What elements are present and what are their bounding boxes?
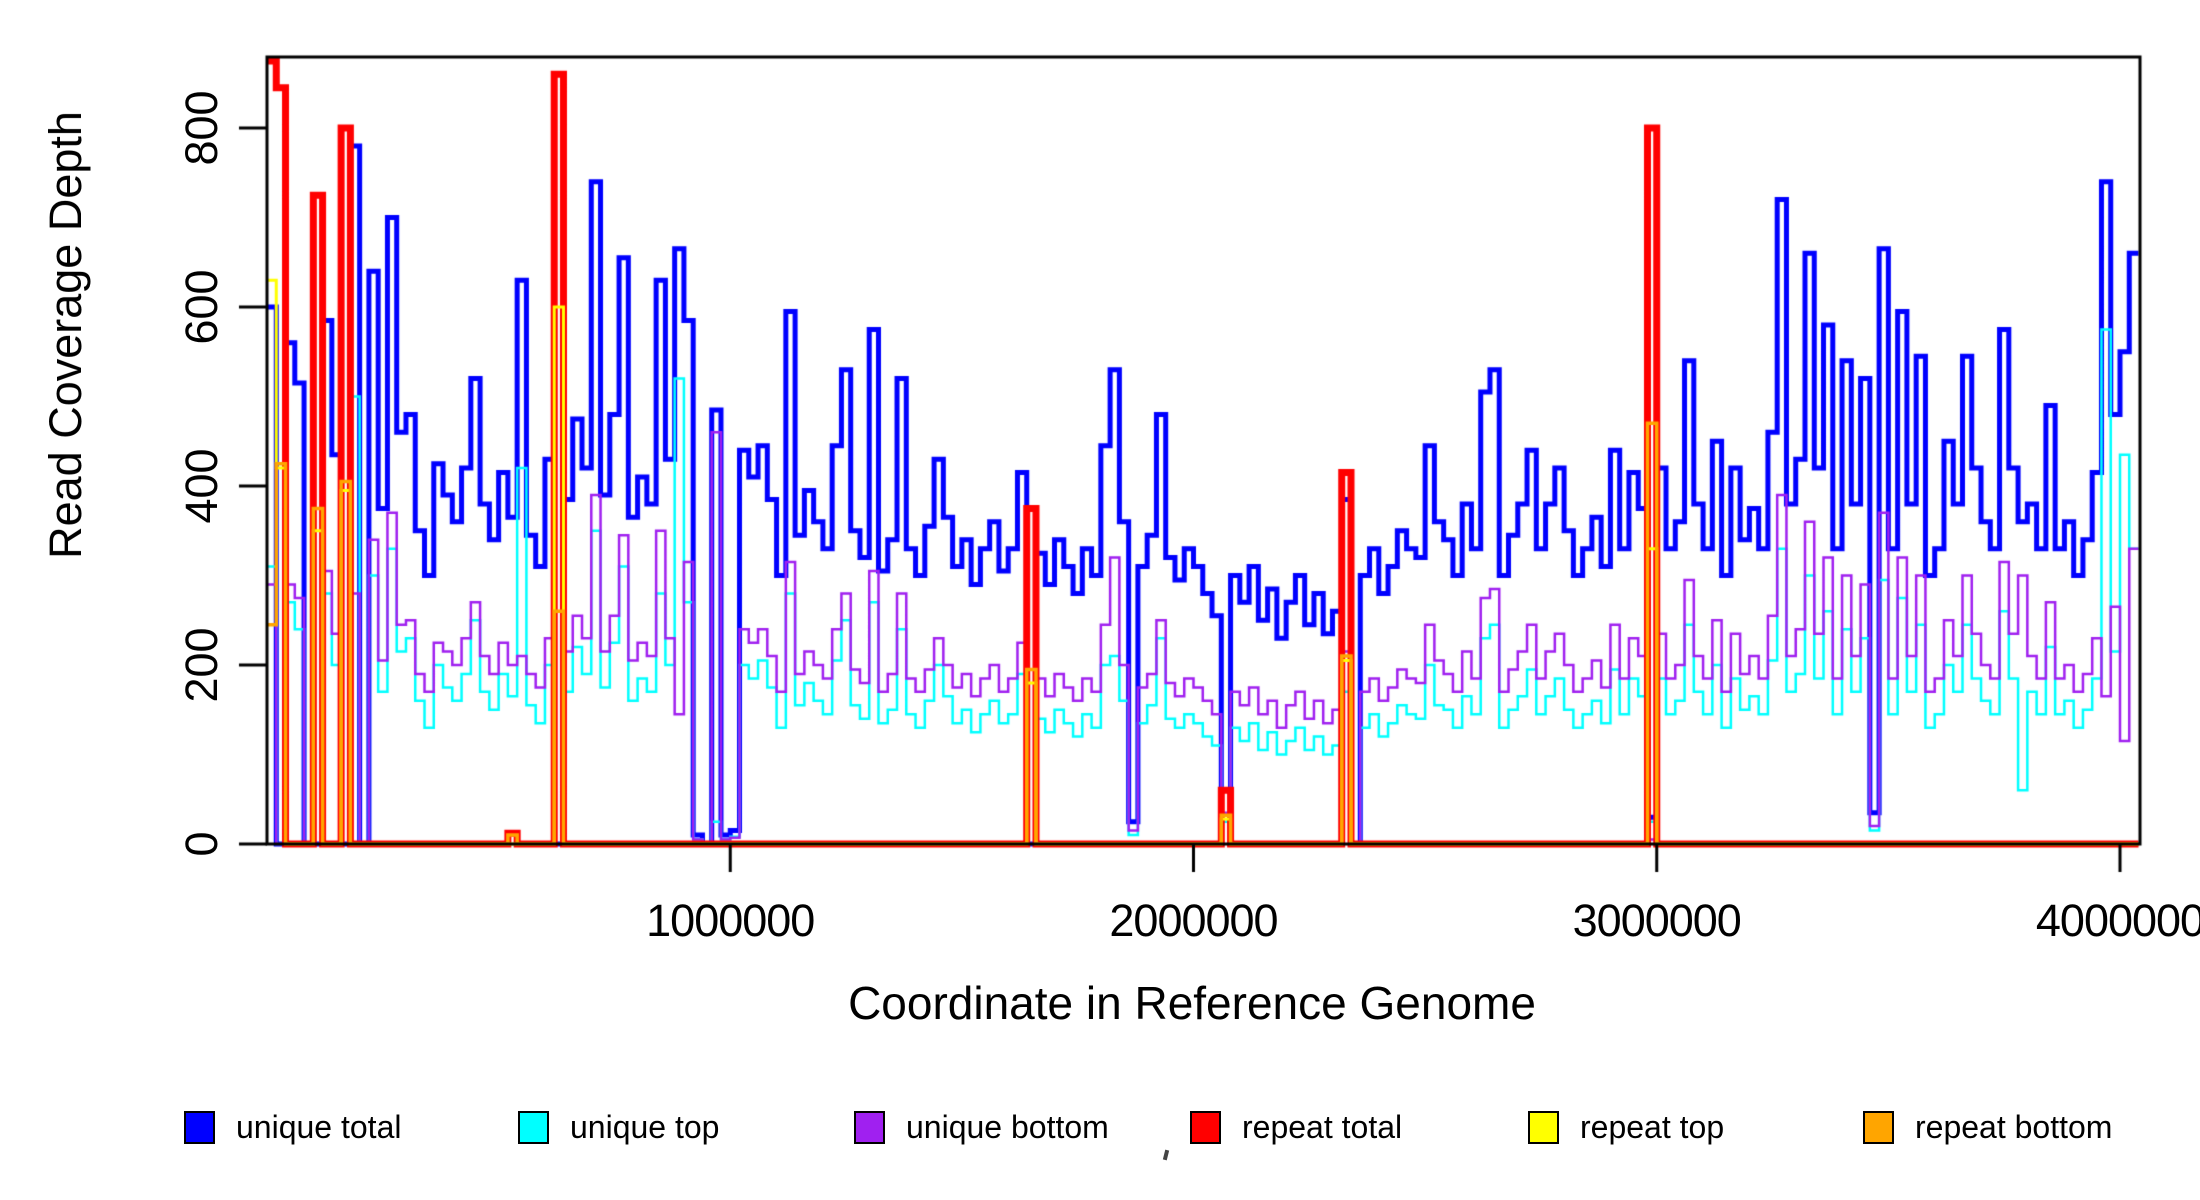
legend-swatch-unique-total: [184, 1111, 215, 1144]
legend-label-unique-bottom: unique bottom: [906, 1109, 1109, 1145]
x-tick-label-4000000: 4000000: [2035, 895, 2200, 946]
y-tick-label-400: 400: [176, 448, 227, 524]
legend-label-repeat-total: repeat total: [1242, 1109, 1403, 1145]
legend-item-repeat-bottom: repeat bottom: [1863, 1109, 2112, 1146]
x-tick-label-2000000: 2000000: [1109, 895, 1278, 946]
legend-swatch-repeat-top: [1528, 1111, 1559, 1144]
legend-label-unique-top: unique top: [570, 1109, 720, 1145]
legend-label-repeat-top: repeat top: [1580, 1109, 1725, 1145]
y-tick-label-800: 800: [176, 90, 227, 166]
legend-item-unique-bottom: unique bottom: [854, 1109, 1109, 1146]
legend-item-unique-total: unique total: [184, 1109, 401, 1146]
y-tick-label-0: 0: [176, 831, 227, 857]
legend-item-unique-top: unique top: [518, 1109, 719, 1146]
y-axis-title: Read Coverage Depth: [40, 111, 91, 559]
legend-label-repeat-bottom: repeat bottom: [1915, 1109, 2113, 1145]
legend-item-repeat-top: repeat top: [1528, 1109, 1724, 1146]
legend-swatch-unique-bottom: [854, 1111, 885, 1144]
legend-swatch-unique-top: [518, 1111, 549, 1144]
y-tick-label-200: 200: [176, 627, 227, 703]
legend-label-unique-total: unique total: [236, 1109, 402, 1145]
legend-swatch-repeat-total: [1190, 1111, 1221, 1144]
legend-swatch-repeat-bottom: [1863, 1111, 1894, 1144]
x-tick-label-1000000: 1000000: [646, 895, 815, 946]
y-tick-label-600: 600: [176, 269, 227, 345]
x-axis-title: Coordinate in Reference Genome: [848, 977, 1536, 1029]
legend-item-repeat-total: repeat total: [1190, 1109, 1402, 1146]
x-tick-label-3000000: 3000000: [1572, 895, 1742, 946]
